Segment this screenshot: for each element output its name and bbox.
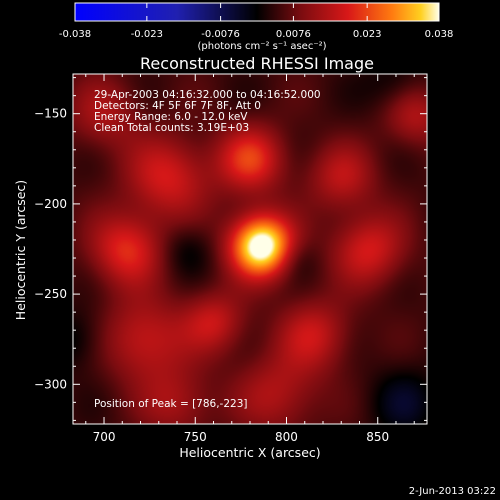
annotation-time-range: 29-Apr-2003 04:16:32.000 to 04:16:52.000 xyxy=(94,89,321,101)
annotation-clean: Clean Total counts: 3.19E+03 xyxy=(94,122,249,134)
x-tick-label: 800 xyxy=(275,430,298,444)
x-tick-label: 850 xyxy=(366,430,389,444)
x-axis-label: Heliocentric X (arcsec) xyxy=(179,445,320,460)
chart-title: Reconstructed RHESSI Image xyxy=(140,54,374,73)
annotation-detectors: Detectors: 4F 5F 6F 7F 8F, Att 0 xyxy=(94,100,261,112)
plot-area xyxy=(72,73,428,425)
colorbar-tick-label: -0.038 xyxy=(59,29,91,40)
colorbar-ticks: -0.038 -0.023 -0.0076 0.0076 0.023 0.038 xyxy=(59,3,453,40)
y-tick-label: −250 xyxy=(34,287,67,301)
colorbar xyxy=(74,2,440,22)
y-tick-label: −300 xyxy=(34,377,67,391)
y-tick-label: −150 xyxy=(34,107,67,121)
colorbar-tick-label: -0.0076 xyxy=(201,29,240,40)
colorbar-tick-label: -0.023 xyxy=(131,29,163,40)
y-axis-label: Heliocentric Y (arcsec) xyxy=(13,180,28,320)
axis-ticks: 700 750 800 850 −150 −200 −250 −300 xyxy=(34,74,427,444)
x-tick-label: 700 xyxy=(93,430,116,444)
x-tick-label: 750 xyxy=(184,430,207,444)
date-stamp: 2-Jun-2013 03:22 xyxy=(409,486,496,497)
colorbar-unit-label: (photons cm⁻² s⁻¹ asec⁻²) xyxy=(197,41,326,52)
colorbar-tick-label: 0.023 xyxy=(353,29,382,40)
colorbar-tick-label: 0.038 xyxy=(425,29,454,40)
heatmap-image xyxy=(73,74,427,424)
colorbar-tick-label: 0.0076 xyxy=(276,29,311,40)
annotation-peak: Position of Peak = [786,-223] xyxy=(94,398,248,410)
annotation-energy: Energy Range: 6.0 - 12.0 keV xyxy=(94,111,248,123)
y-tick-label: −200 xyxy=(34,197,67,211)
